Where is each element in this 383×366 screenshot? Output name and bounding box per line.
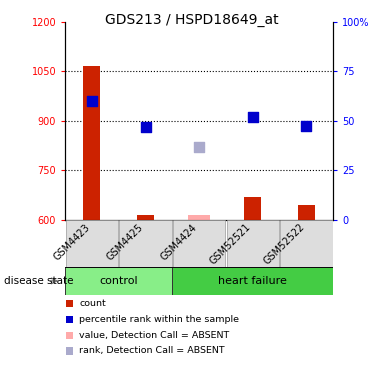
Point <box>250 115 256 120</box>
Bar <box>137 214 154 220</box>
Point <box>196 144 202 150</box>
Text: control: control <box>100 276 138 286</box>
Point <box>303 123 309 129</box>
Text: GSM4425: GSM4425 <box>105 222 146 262</box>
Point <box>89 98 95 104</box>
FancyBboxPatch shape <box>226 220 279 267</box>
Bar <box>172 267 333 295</box>
FancyBboxPatch shape <box>65 220 118 267</box>
Text: disease state: disease state <box>4 276 73 286</box>
Text: heart failure: heart failure <box>218 276 287 286</box>
Bar <box>188 214 210 220</box>
Text: GDS213 / HSPD18649_at: GDS213 / HSPD18649_at <box>105 13 278 27</box>
Text: GSM4424: GSM4424 <box>159 222 199 262</box>
Text: percentile rank within the sample: percentile rank within the sample <box>79 315 239 324</box>
Text: value, Detection Call = ABSENT: value, Detection Call = ABSENT <box>79 331 229 340</box>
Text: GSM52521: GSM52521 <box>208 222 253 267</box>
Bar <box>83 66 100 220</box>
FancyBboxPatch shape <box>280 220 333 267</box>
FancyBboxPatch shape <box>119 220 172 267</box>
Text: GSM52522: GSM52522 <box>262 222 306 267</box>
Bar <box>244 197 261 220</box>
Text: GSM4423: GSM4423 <box>52 222 92 262</box>
Text: count: count <box>79 299 106 308</box>
Bar <box>65 267 172 295</box>
Bar <box>298 205 315 220</box>
FancyBboxPatch shape <box>173 220 226 267</box>
Point <box>142 124 149 130</box>
Text: rank, Detection Call = ABSENT: rank, Detection Call = ABSENT <box>79 347 225 355</box>
